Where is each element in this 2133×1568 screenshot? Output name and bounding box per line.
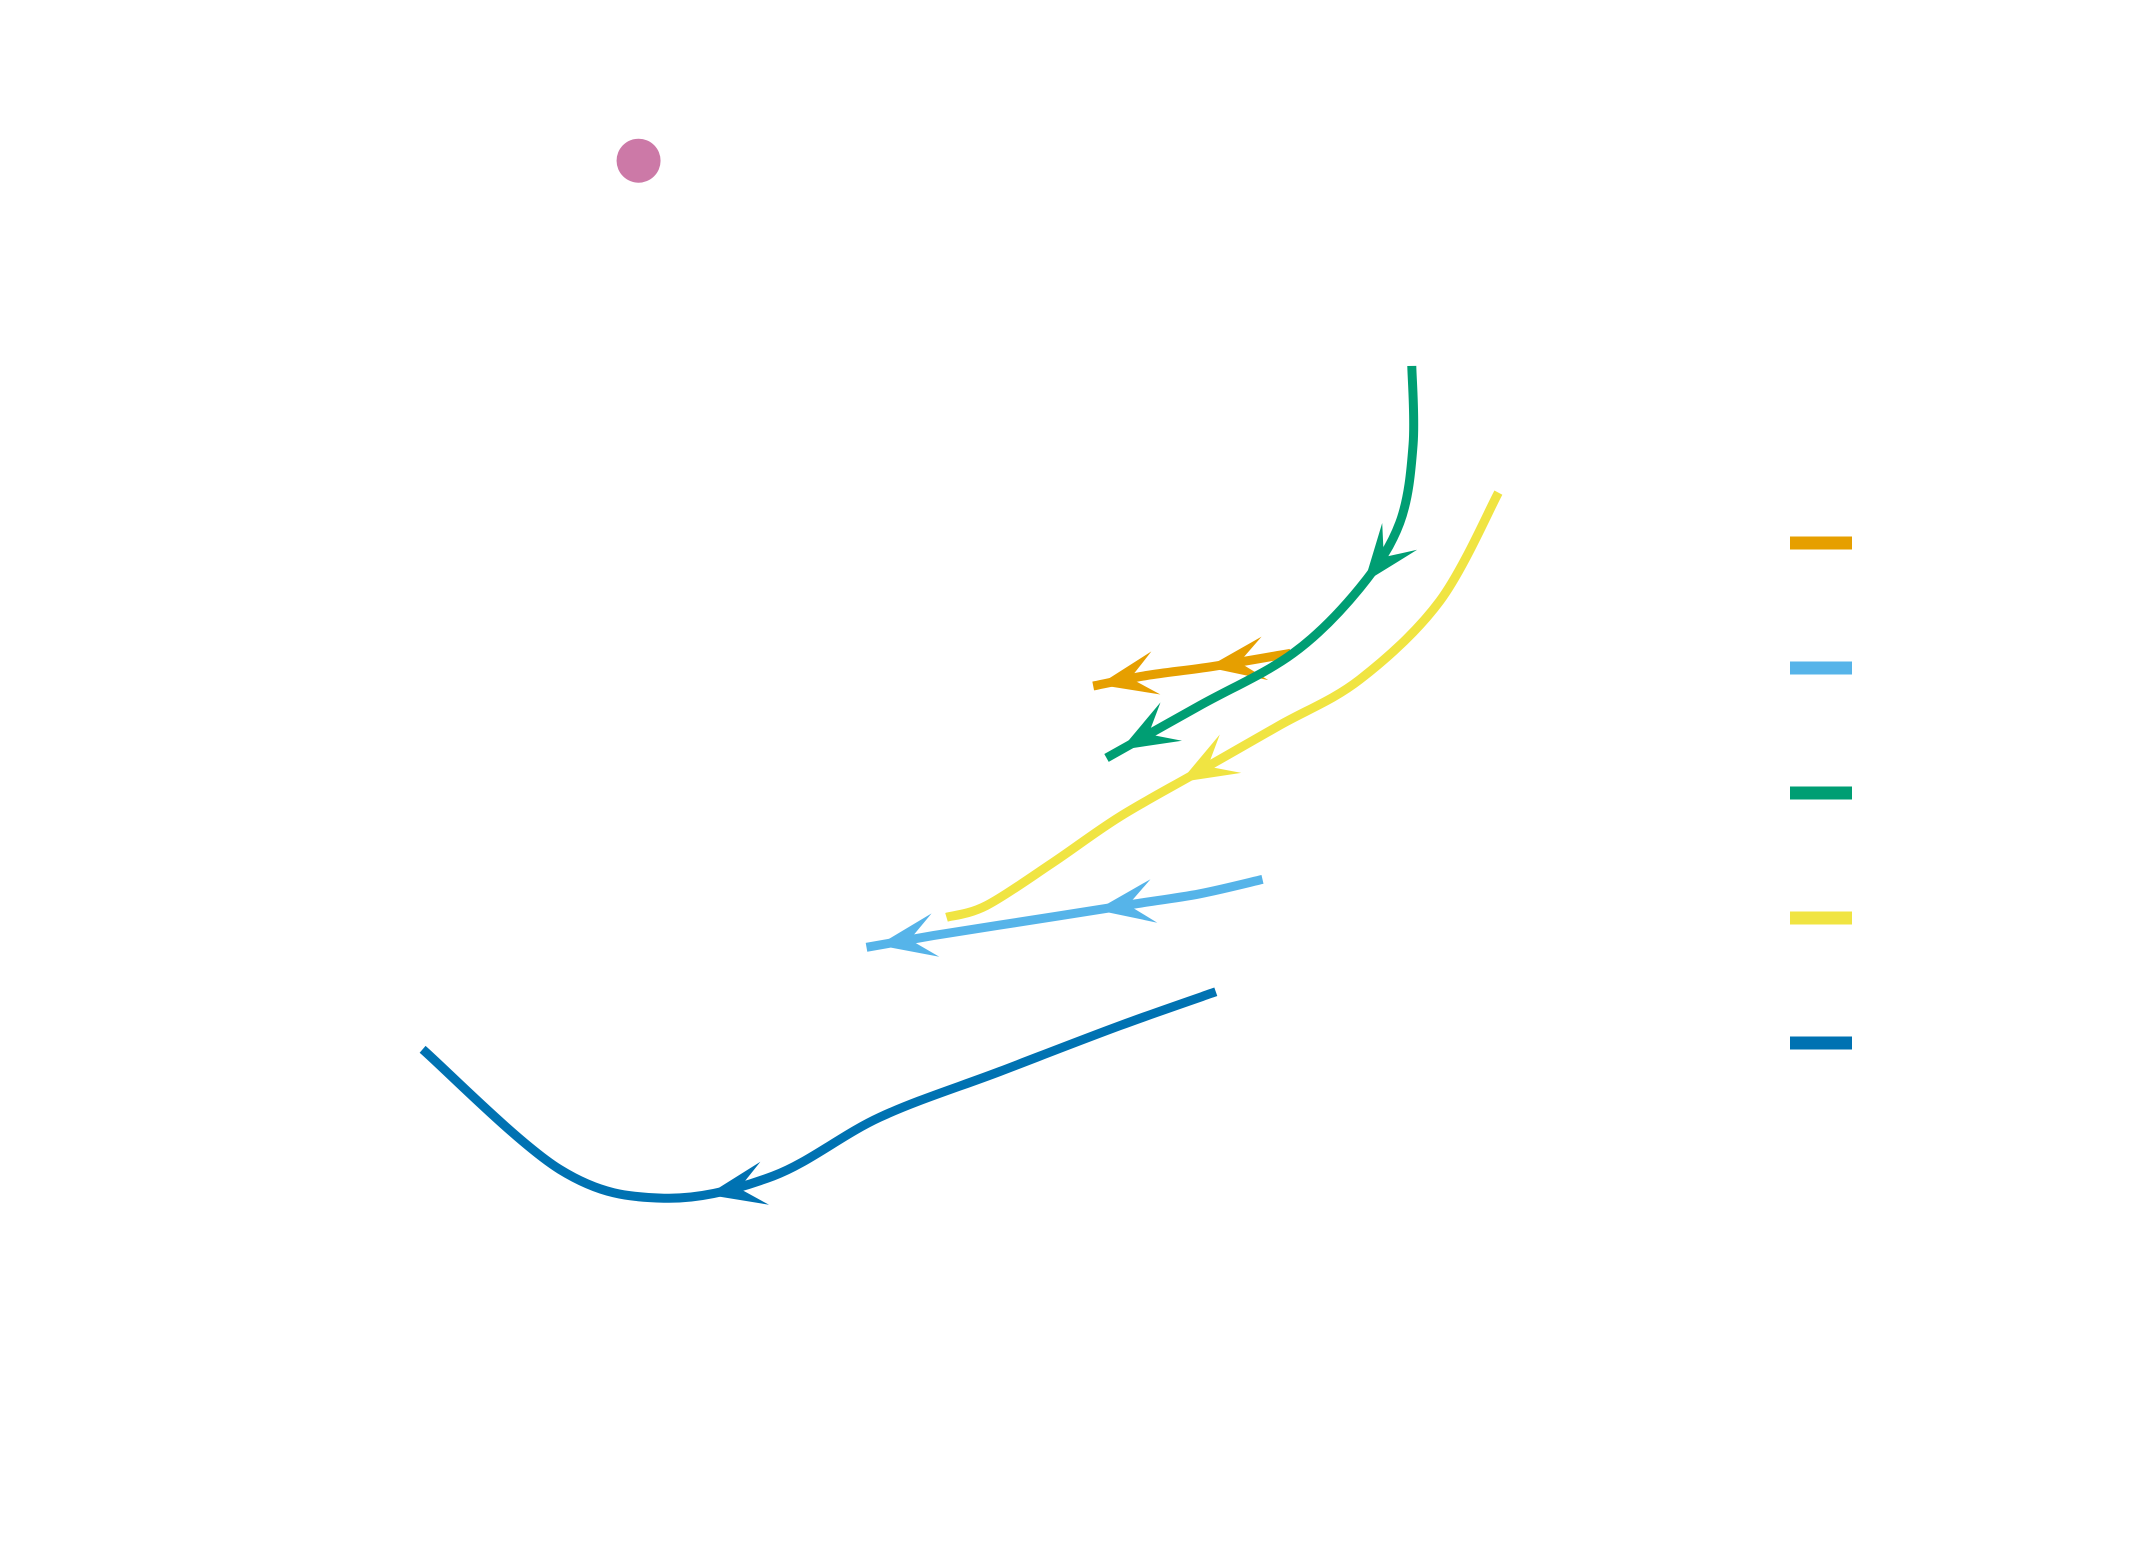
series-3-arrow-2	[1120, 702, 1182, 750]
marker-point	[616, 138, 661, 183]
series-1-arrow-2	[1099, 651, 1161, 695]
series-line-3	[1104, 365, 1419, 762]
legend	[1790, 536, 1852, 1050]
series-1-arrow-1	[1207, 636, 1269, 681]
series-line-4	[945, 490, 1503, 922]
series-line-5	[419, 987, 1218, 1203]
series-4-arrow-1	[1180, 734, 1242, 783]
series-5-arrow-1	[707, 1161, 769, 1205]
plot-area	[419, 138, 1503, 1205]
series-line-2	[865, 875, 1264, 952]
series-2-arrow-2	[878, 913, 940, 957]
series-2-arrow-1	[1096, 879, 1158, 923]
series-3-arrow-1	[1364, 523, 1418, 583]
